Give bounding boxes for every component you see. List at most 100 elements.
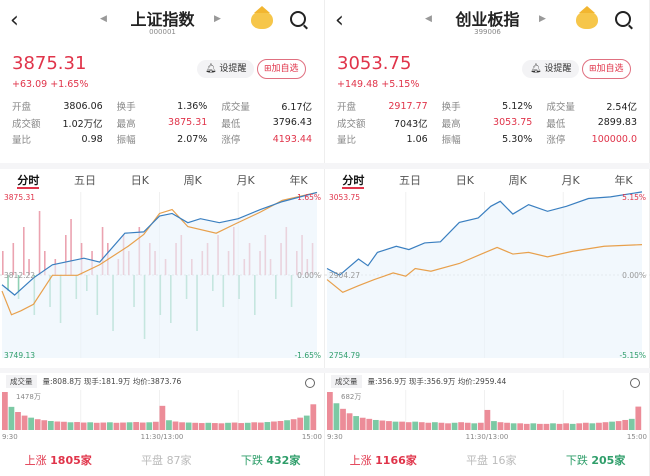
settings-icon[interactable] [630, 378, 640, 388]
set-reminder-button[interactable]: 🔔︎ 设提醒 [197, 60, 255, 78]
volume-bar [21, 415, 28, 430]
flow-bar [65, 235, 67, 275]
tab-1[interactable]: 五日 [74, 174, 97, 187]
axis-label: 2904.27 [329, 271, 360, 280]
volume-bar [359, 417, 366, 430]
back-icon[interactable]: ‹ [335, 8, 344, 33]
volume-bar [192, 422, 199, 430]
volume-bar [477, 422, 484, 430]
add-watchlist-button[interactable]: ⊞加自选 [582, 59, 631, 79]
volume-bar [353, 416, 360, 430]
volume-bar [615, 421, 622, 430]
tab-0[interactable]: 分时 [17, 174, 40, 189]
tab-0[interactable]: 分时 [342, 174, 365, 189]
stat-value: 1.36% [177, 100, 208, 112]
volume-bar [225, 422, 231, 430]
tab-4[interactable]: 月K [561, 174, 580, 187]
current-price: 3875.31 [12, 53, 87, 74]
tab-5[interactable]: 年K [614, 174, 633, 187]
volume-bar [172, 421, 179, 430]
intraday-chart[interactable]: 3875.31 1.65% 3812.22 0.00% 3749.13 -1.65% [0, 188, 325, 363]
next-index-icon[interactable]: ▶ [539, 14, 546, 24]
volume-bar [257, 422, 264, 430]
stats-row: 量比 1.06 振幅 5.30% 涨停 100000.0 [337, 131, 637, 148]
volume-bar [504, 422, 510, 430]
volume-bar [310, 404, 317, 430]
volume-bar [628, 418, 635, 430]
up-count: 上涨 1166家 [349, 454, 417, 467]
tab-2[interactable]: 日K [455, 174, 474, 187]
search-icon[interactable] [615, 11, 631, 27]
axis-label: 5.15% [622, 193, 646, 202]
search-icon[interactable] [290, 11, 306, 27]
header: ‹ ◀ ▶ 上证指数 000001 [0, 0, 325, 46]
volume-bar [74, 422, 80, 430]
stat-value: 6.17亿 [281, 102, 313, 114]
axis-label: 2754.79 [329, 351, 360, 360]
stat-value: 1.06 [406, 133, 428, 145]
volume-bar [28, 417, 35, 430]
flow-bar [28, 259, 30, 275]
volume-bar [445, 423, 451, 430]
change-percent: +5.15% [381, 79, 420, 90]
volume-header: 成交量 量:356.9万 现手:356.9万 均价:2959.44 [325, 368, 650, 390]
stats-row: 开盘 2917.77 换手 5.12% 成交量 2.54亿 [337, 98, 637, 115]
volume-bar [510, 423, 517, 430]
stats-row: 开盘 3806.06 换手 1.36% 成交量 6.17亿 [12, 98, 312, 115]
tab-3[interactable]: 周K [183, 174, 202, 187]
volume-bar [602, 422, 609, 430]
index-code: 000001 [149, 28, 176, 36]
tab-3[interactable]: 周K [508, 174, 527, 187]
volume-bar [412, 421, 419, 430]
volume-bar [497, 422, 504, 430]
stat-value: 3806.06 [63, 100, 103, 112]
mascot-icon[interactable] [251, 6, 273, 29]
tab-5[interactable]: 年K [289, 174, 308, 187]
volume-bar [87, 422, 94, 430]
volume-bar [2, 392, 8, 430]
volume-bar [609, 421, 615, 430]
flow-bar [2, 251, 4, 275]
volume-bar [54, 421, 61, 430]
back-icon[interactable]: ‹ [10, 8, 19, 33]
volume-bar [166, 420, 172, 430]
reminder-label: 设提醒 [219, 64, 247, 74]
volume-bar [80, 422, 87, 430]
stat-value: 2899.83 [597, 117, 638, 129]
volume-bar [327, 392, 333, 430]
prev-index-icon[interactable]: ◀ [100, 14, 107, 24]
stat-label: 成交额 [12, 118, 41, 130]
volume-bar [543, 423, 550, 430]
next-index-icon[interactable]: ▶ [214, 14, 221, 24]
down-count: 下跌 432家 [240, 454, 301, 467]
stat-label: 量比 [12, 135, 32, 147]
volume-bar [251, 422, 258, 430]
prev-index-icon[interactable]: ◀ [425, 14, 432, 24]
tab-2[interactable]: 日K [130, 174, 149, 187]
volume-selector[interactable]: 成交量 [6, 375, 37, 388]
stat-label: 成交量 [221, 102, 250, 114]
volume-info: 量:356.9万 现手:356.9万 均价:2959.44 [367, 377, 507, 386]
stock-panel: ‹ ◀ ▶ 上证指数 000001 3875.31 +63.09 +1.65% … [0, 0, 325, 476]
volume-bar [113, 422, 120, 430]
mascot-icon[interactable] [576, 6, 598, 29]
stats-grid: 开盘 3806.06 换手 1.36% 成交量 6.17亿 成交额 1.02万亿 最高 3875.… [12, 98, 312, 148]
settings-icon[interactable] [305, 378, 315, 388]
down-count: 下跌 205家 [565, 454, 626, 467]
time-label: 15:00 [302, 433, 322, 440]
change-value: +149.48 [337, 79, 379, 90]
flow-bar [101, 227, 104, 275]
tab-1[interactable]: 五日 [399, 174, 422, 187]
stat-label: 最低 [546, 118, 566, 130]
add-watchlist-button[interactable]: ⊞加自选 [257, 59, 306, 79]
tab-4[interactable]: 月K [236, 174, 255, 187]
stat-value: 7043亿 [393, 118, 428, 130]
bell-icon: 🔔︎ [205, 64, 217, 74]
volume-bar [205, 422, 212, 430]
stat-value: 0.98 [81, 133, 103, 145]
intraday-chart[interactable]: 3053.75 5.15% 2904.27 0.00% 2754.79 -5.15% [325, 188, 650, 363]
volume-bar [425, 422, 432, 430]
set-reminder-button[interactable]: 🔔︎ 设提醒 [522, 60, 580, 78]
axis-label: 0.00% [622, 271, 646, 280]
volume-selector[interactable]: 成交量 [331, 375, 362, 388]
